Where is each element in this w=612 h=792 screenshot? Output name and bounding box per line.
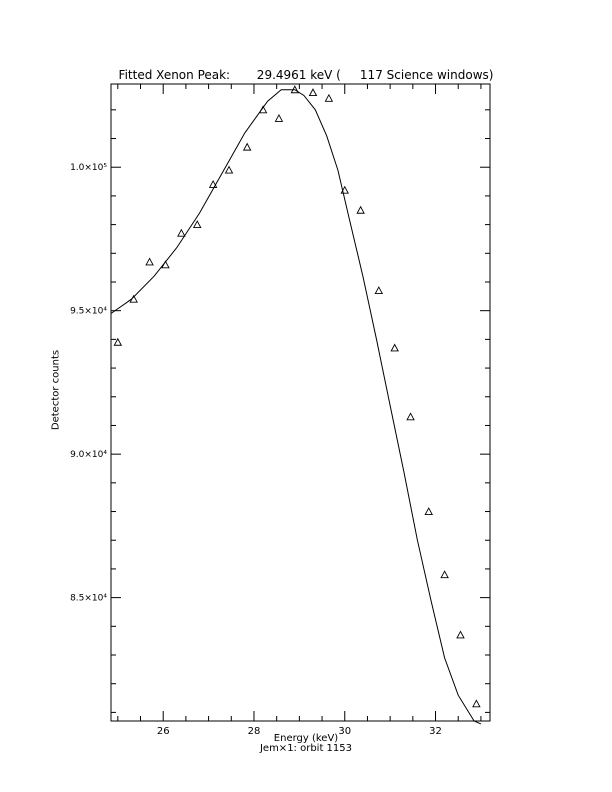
chart-subtitle: Jem×1: orbit 1153 — [259, 743, 353, 754]
data-point — [113, 337, 123, 346]
data-markers — [113, 85, 481, 708]
data-point — [192, 220, 202, 229]
data-point — [456, 630, 465, 639]
data-point — [356, 205, 365, 214]
data-point — [390, 343, 399, 352]
plot-frame — [110, 83, 491, 722]
data-point — [374, 286, 384, 295]
x-tick-label: 26 — [157, 726, 170, 737]
fit-line — [110, 89, 482, 725]
data-point — [290, 85, 300, 94]
data-point — [161, 260, 170, 269]
data-point — [308, 88, 318, 97]
data-point — [242, 142, 252, 151]
data-point — [424, 507, 433, 515]
x-tick-label: 30 — [338, 726, 351, 737]
y-tick-label: 8.5×10⁴ — [70, 594, 107, 604]
y-tick-label: 9.0×10⁴ — [70, 450, 107, 460]
x-tick-label: 28 — [248, 726, 261, 737]
chart-title: Fitted Xenon Peak: 29.4961 keV ( 117 Sci… — [118, 68, 494, 82]
data-point — [340, 185, 350, 194]
data-point — [440, 570, 449, 579]
y-axis-label: Detector counts — [50, 349, 62, 431]
axis-ticks — [111, 84, 490, 721]
y-tick-label: 1.0×10⁵ — [70, 163, 107, 173]
x-tick-label: 32 — [429, 726, 442, 737]
data-point — [274, 113, 284, 122]
fit-curve — [110, 89, 482, 725]
data-point — [258, 105, 268, 114]
data-point — [324, 93, 334, 102]
data-point — [177, 228, 186, 237]
y-tick-label: 9.5×10⁴ — [70, 307, 107, 317]
data-point — [129, 294, 138, 303]
data-point — [145, 257, 154, 266]
data-point — [406, 412, 415, 421]
tick-labels: 26 28 30 32 8.5×10⁴ 9.0×10⁴ 9.5×10⁴ 1.0×10⁵ — [70, 163, 442, 737]
data-point — [208, 179, 218, 188]
data-point — [472, 699, 481, 708]
data-point — [224, 165, 234, 174]
x-axis-label: Energy (keV) — [273, 733, 339, 744]
